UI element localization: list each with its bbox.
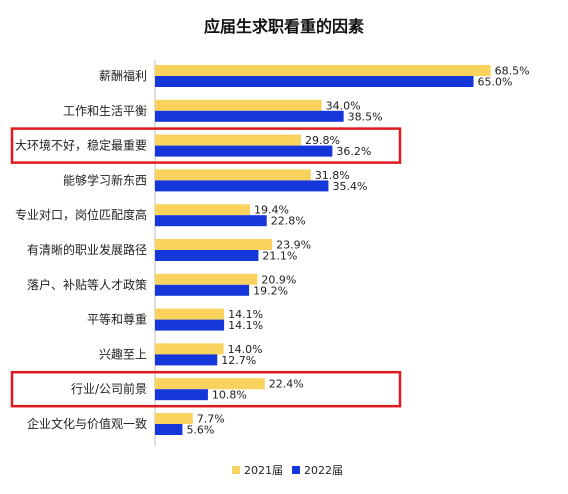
bar-2021届: [155, 343, 224, 355]
category-label: 行业/公司前景: [71, 381, 147, 396]
bar-2021届: [155, 99, 322, 111]
bar-2022届: [155, 145, 333, 157]
data-label: 23.9%: [276, 239, 311, 252]
data-label: 14.1%: [228, 308, 263, 321]
data-label: 65.0%: [478, 76, 513, 89]
data-label: 22.8%: [271, 215, 306, 228]
data-label: 31.8%: [315, 169, 350, 182]
bar-2021届: [155, 169, 311, 181]
bar-2022届: [155, 389, 208, 401]
category-label: 薪酬福利: [99, 68, 147, 83]
bar-2021届: [155, 273, 258, 285]
category-label: 专业对口，岗位匹配度高: [15, 207, 147, 222]
bar-2022届: [155, 110, 344, 122]
legend-swatch: [232, 466, 240, 474]
category-label: 企业文化与价值观一致: [27, 416, 147, 431]
data-label: 68.5%: [495, 65, 530, 78]
bar-2021届: [155, 308, 225, 320]
data-label: 20.9%: [261, 273, 296, 286]
legend-swatch: [292, 466, 300, 474]
legend: 2021届 2022届: [232, 464, 343, 477]
data-label: 22.4%: [269, 378, 304, 391]
bar-2021届: [155, 204, 251, 216]
bar-2022届: [155, 424, 183, 435]
bar-2022届: [155, 354, 218, 366]
bar-2022届: [155, 319, 225, 331]
bar-2022届: [155, 76, 474, 87]
highlight-box: [10, 127, 402, 164]
bar-2021届: [155, 239, 273, 250]
data-label: 36.2%: [336, 145, 371, 158]
category-label: 能够学习新东西: [63, 172, 147, 187]
data-label: 29.8%: [305, 134, 340, 147]
bar-2021届: [155, 413, 193, 424]
bar-2022届: [155, 215, 267, 227]
data-label: 14.1%: [228, 319, 263, 332]
bar-2021届: [155, 134, 302, 146]
data-label: 19.2%: [253, 284, 288, 297]
bars-layer: 薪酬福利 68.5%65.0% 工作和生活平衡 34.0%38.5% 大环境不好，稳定最…: [10, 65, 530, 437]
data-label: 38.5%: [348, 110, 383, 123]
bar-2021届: [155, 378, 265, 390]
data-label: 34.0%: [326, 99, 361, 112]
category-label: 大环境不好，稳定最重要: [15, 138, 147, 153]
data-label: 19.4%: [254, 204, 289, 217]
bar-2021届: [155, 65, 491, 76]
data-label: 35.4%: [332, 180, 367, 193]
chart-title: 应届生求职看重的因素: [204, 17, 364, 36]
category-label: 有清晰的职业发展路径: [27, 242, 147, 257]
data-label: 7.7%: [197, 413, 225, 426]
bar-2022届: [155, 250, 259, 261]
bar-2022届: [155, 180, 329, 192]
category-label: 平等和尊重: [87, 312, 147, 327]
data-label: 5.6%: [186, 424, 214, 437]
legend-label: 2022届: [304, 464, 343, 477]
data-label: 10.8%: [212, 389, 247, 402]
category-label: 兴趣至上: [99, 346, 147, 361]
data-label: 12.7%: [221, 354, 256, 367]
bar-2022届: [155, 284, 250, 296]
data-label: 14.0%: [228, 343, 263, 356]
legend-label: 2021届: [244, 464, 283, 477]
category-label: 工作和生活平衡: [63, 104, 147, 118]
category-label: 落户、补贴等人才政策: [27, 277, 147, 292]
highlight-box: [10, 370, 402, 408]
data-label: 21.1%: [262, 250, 297, 263]
